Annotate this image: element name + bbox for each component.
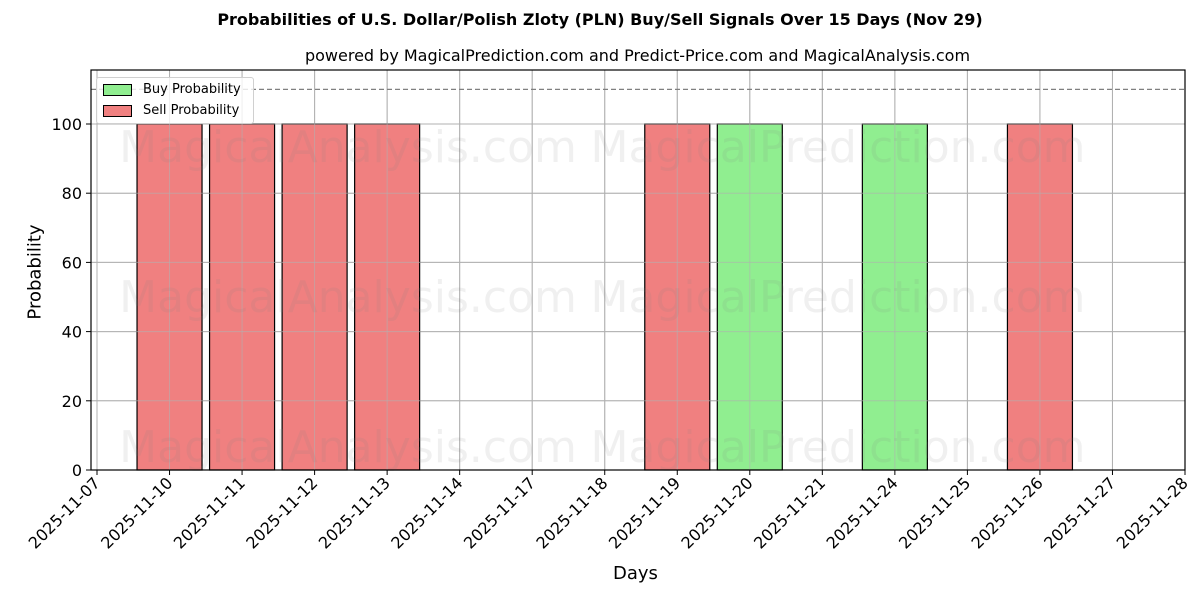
watermark: MagicalAnalysis.com bbox=[119, 422, 577, 473]
legend: Buy Probability Sell Probability bbox=[96, 77, 254, 124]
chart-title: Probabilities of U.S. Dollar/Polish Zlot… bbox=[217, 10, 983, 29]
x-tick-label: 2025-11-21 bbox=[750, 473, 829, 552]
x-tick-label: 2025-11-12 bbox=[242, 473, 321, 552]
x-tick-label: 2025-11-17 bbox=[460, 473, 539, 552]
y-tick-label: 60 bbox=[62, 253, 82, 272]
watermark: MagicalPrediction.com bbox=[591, 422, 1086, 473]
x-tick-label: 2025-11-25 bbox=[895, 473, 974, 552]
x-tick-label: 2025-11-28 bbox=[1113, 473, 1192, 552]
x-tick-label: 2025-11-24 bbox=[823, 473, 902, 552]
x-tick-label: 2025-11-27 bbox=[1040, 473, 1119, 552]
legend-item-sell: Sell Probability bbox=[103, 103, 239, 118]
watermark: MagicalAnalysis.com bbox=[119, 122, 577, 173]
x-tick-label: 2025-11-14 bbox=[387, 473, 466, 552]
x-tick-label: 2025-11-18 bbox=[532, 473, 611, 552]
y-axis-label: Probability bbox=[24, 224, 46, 320]
x-tick-label: 2025-11-19 bbox=[605, 473, 684, 552]
x-tick-label: 2025-11-20 bbox=[677, 473, 756, 552]
plot-frame bbox=[90, 69, 1186, 471]
sell-swatch-icon bbox=[103, 104, 132, 117]
x-tick-label: 2025-11-11 bbox=[170, 473, 249, 552]
watermark: MagicalPrediction.com bbox=[591, 122, 1086, 173]
y-tick-label: 80 bbox=[62, 184, 82, 203]
y-tick-label: 20 bbox=[62, 392, 82, 411]
x-tick-label: 2025-11-26 bbox=[968, 473, 1047, 552]
x-tick-label: 2025-11-13 bbox=[315, 473, 394, 552]
legend-item-buy: Buy Probability bbox=[103, 82, 241, 97]
y-tick-label: 100 bbox=[51, 115, 82, 134]
x-tick-label: 2025-11-10 bbox=[97, 473, 176, 552]
buy-swatch-icon bbox=[103, 83, 132, 96]
legend-sell-label: Sell Probability bbox=[143, 103, 240, 118]
x-axis-label: Days bbox=[613, 563, 658, 584]
y-tick-label: 40 bbox=[62, 323, 82, 342]
legend-buy-label: Buy Probability bbox=[143, 82, 241, 97]
watermark: MagicalAnalysis.com bbox=[119, 272, 577, 323]
y-tick-label: 0 bbox=[72, 461, 82, 480]
watermark: MagicalPrediction.com bbox=[591, 272, 1086, 323]
chart-subtitle: powered by MagicalPrediction.com and Pre… bbox=[304, 46, 971, 65]
x-tick-label: 2025-11-07 bbox=[25, 473, 104, 552]
